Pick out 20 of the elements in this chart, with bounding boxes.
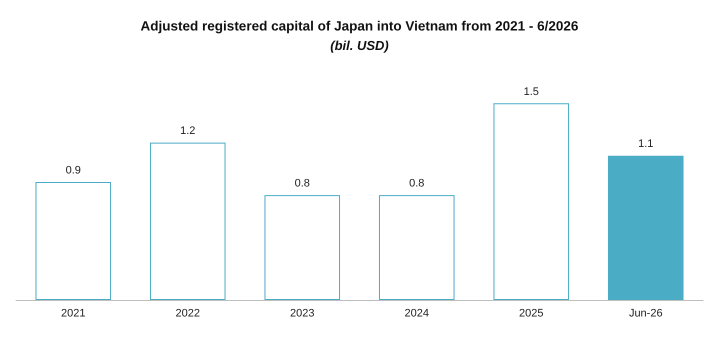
data-label: 1.2 (180, 125, 196, 138)
x-tick-label: 2021 (61, 308, 86, 320)
data-label: 0.8 (294, 178, 310, 190)
bar (35, 182, 112, 300)
data-label: 0.8 (409, 178, 424, 190)
x-tick-label: Jun-26 (628, 308, 663, 320)
x-tick-label: 2024 (404, 308, 429, 320)
bar (150, 142, 226, 300)
chart-subtitle: (bil. USD) (330, 38, 389, 53)
bar (264, 195, 340, 300)
chart-title: Adjusted registered capital of Japan into Vietnam from 2021 - 6/2026 (140, 18, 579, 34)
x-tick-label: 2025 (519, 308, 544, 320)
x-tick-label: 2023 (290, 308, 314, 320)
data-label: 1.1 (638, 138, 654, 150)
bar (493, 103, 570, 300)
data-label: 1.5 (524, 86, 539, 98)
x-tick-label: 2022 (176, 308, 200, 320)
bar (378, 195, 455, 300)
bar (608, 156, 684, 300)
data-label: 0.9 (66, 164, 81, 176)
